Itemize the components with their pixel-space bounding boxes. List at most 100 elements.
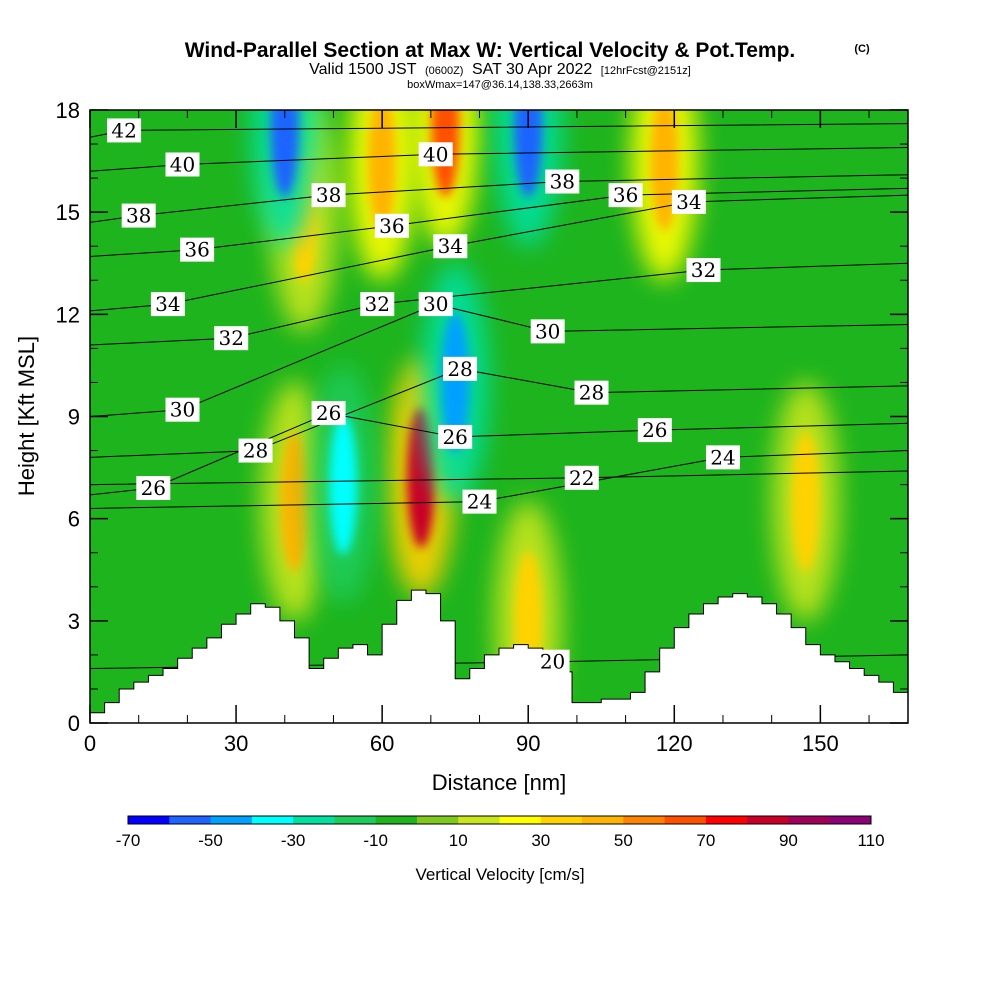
theta-label-text: 22 (569, 466, 594, 490)
theta-label-box (107, 118, 142, 143)
colorbar-label: Vertical Velocity [cm/s] (415, 865, 584, 884)
theta-contour-label: 32 (360, 292, 395, 317)
theta-label-text: 40 (170, 152, 195, 176)
theta-contour-label: 28 (574, 380, 609, 405)
theta-label-box (530, 319, 565, 344)
theta-contour-label: 36 (608, 183, 643, 208)
terrain (90, 589, 908, 723)
theta-label-box (443, 356, 478, 381)
colorbar-tick-label: 30 (531, 831, 550, 850)
theta-label-box (705, 445, 740, 470)
theta-label-box (438, 424, 473, 449)
colorbar-segment (375, 816, 418, 824)
chart-subtitle: Valid 1500 JST (0600Z) SAT 30 Apr 2022 [… (309, 61, 691, 78)
theta-contour-label: 32 (214, 326, 249, 351)
colorbar-frame (127, 815, 872, 825)
theta-contour-label: 30 (165, 397, 200, 422)
downdraft-core (329, 414, 358, 555)
x-tick-label: 30 (224, 731, 248, 756)
theta-label-text: 38 (316, 183, 341, 207)
theta-contour-label: 26 (311, 401, 346, 426)
downdraft-core (270, 110, 299, 198)
colorbar-segment (623, 816, 666, 824)
colorbar-tick-label: 90 (779, 831, 798, 850)
colorbar-segment (788, 816, 831, 824)
colorbar-segment (499, 816, 542, 824)
chart-title: Wind-Parallel Section at Max W: Vertical… (185, 39, 796, 62)
theta-label-text: 26 (141, 476, 166, 500)
colorbar-tick-label: -30 (281, 831, 306, 850)
theta-contour-label: 24 (705, 445, 740, 470)
theta-label-text: 28 (447, 357, 472, 381)
theta-contour-label: 28 (443, 356, 478, 381)
theta-label-box (165, 152, 200, 177)
theta-label-box (214, 326, 249, 351)
colorbar-segment (582, 816, 624, 824)
downdraft-core (441, 312, 470, 453)
theta-label-box (418, 142, 453, 167)
theta-contour-label: 26 (136, 476, 171, 501)
subtitle-date: SAT 30 Apr 2022 (472, 61, 592, 78)
theta-label-text: 42 (111, 118, 136, 142)
y-tick-label: 0 (68, 711, 80, 736)
theta-contour-label: 24 (462, 489, 497, 514)
y-tick-label: 18 (56, 98, 80, 123)
theta-label-text: 30 (170, 398, 195, 422)
subtitle-forecast-info: [12hrFcst@2151z] (601, 65, 691, 77)
theta-label-box (462, 489, 497, 514)
theta-label-text: 26 (316, 401, 341, 425)
colorbar-segment (540, 816, 583, 824)
theta-contour-label: 30 (418, 292, 453, 317)
x-tick-label: 120 (656, 731, 693, 756)
theta-label-box (637, 418, 672, 443)
theta-label-box (686, 258, 721, 283)
theta-contour-line (90, 450, 908, 509)
colorbar-segment (747, 816, 789, 824)
theta-contour-label: 40 (165, 152, 200, 177)
theta-label-box (311, 401, 346, 426)
theta-label-box (136, 476, 171, 501)
chart-copyright: (C) (854, 43, 870, 55)
theta-label-text: 26 (642, 418, 667, 442)
theta-label-box (165, 397, 200, 422)
colorbar-segment (829, 816, 872, 824)
colorbar-segment (416, 816, 459, 824)
theta-label-box (433, 234, 468, 259)
theta-contour-label: 42 (107, 118, 142, 143)
x-tick-label: 150 (802, 731, 839, 756)
y-tick-label: 9 (68, 405, 80, 430)
theta-label-text: 38 (126, 204, 151, 228)
theta-contour-label: 38 (311, 183, 346, 208)
colorbar-segment (169, 816, 212, 824)
theta-label-text: 32 (218, 326, 243, 350)
subtitle-valid-time: Valid 1500 JST (309, 61, 417, 78)
theta-contour-label: 36 (180, 237, 215, 262)
theta-contour-label: 26 (637, 418, 672, 443)
theta-contour-label: 36 (374, 213, 409, 238)
colorbar-segment (251, 816, 294, 824)
x-axis-label: Distance [nm] (432, 770, 567, 795)
theta-contour-label: 34 (150, 292, 185, 317)
theta-label-box (608, 183, 643, 208)
theta-contour-label: 20 (535, 649, 570, 674)
y-tick-label: 12 (56, 302, 80, 327)
theta-label-text: 32 (365, 292, 390, 316)
y-tick-label: 6 (68, 507, 80, 532)
theta-label-box (121, 203, 156, 228)
colorbar-tick-label: 50 (614, 831, 633, 850)
theta-label-box (418, 292, 453, 317)
theta-label-box (238, 438, 273, 463)
theta-label-box (150, 292, 185, 317)
theta-label-box (564, 465, 599, 490)
theta-label-box (374, 213, 409, 238)
colorbar-ticks: -70 -50 -30 -10 10 30 50 70 90 110 (116, 831, 885, 850)
theta-label-text: 34 (155, 292, 180, 316)
theta-label-text: 30 (535, 319, 560, 343)
colorbar-segment (664, 816, 707, 824)
colorbar-tick-label: -50 (198, 831, 223, 850)
theta-contour-label: 28 (238, 438, 273, 463)
theta-label-text: 32 (691, 258, 716, 282)
theta-contour-label: 34 (671, 189, 706, 214)
